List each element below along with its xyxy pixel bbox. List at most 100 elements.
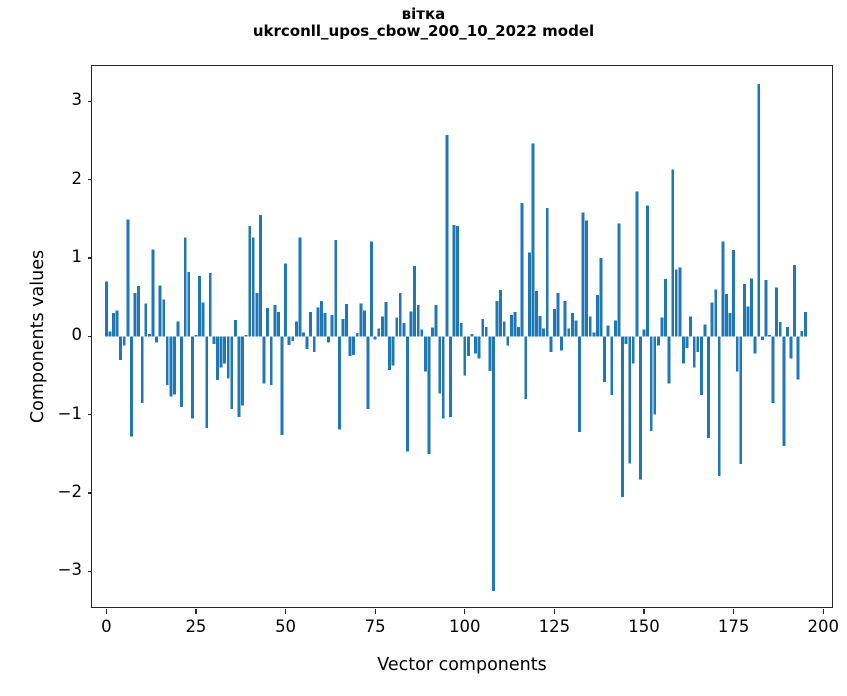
plot-area <box>92 66 832 607</box>
bar <box>563 301 567 337</box>
bar <box>610 336 614 396</box>
bar <box>746 306 750 337</box>
x-tick-mark <box>553 609 556 614</box>
bar <box>621 336 624 497</box>
x-tick-label: 50 <box>275 617 297 636</box>
bar <box>678 267 682 337</box>
bar <box>653 336 657 415</box>
bar <box>312 336 316 352</box>
bar <box>732 250 736 337</box>
bar <box>151 249 155 337</box>
bar <box>219 336 223 368</box>
bar <box>190 336 194 419</box>
bar <box>438 336 442 394</box>
bar <box>707 336 710 439</box>
bar <box>452 225 456 337</box>
bar <box>130 336 133 437</box>
bar <box>327 336 331 343</box>
x-tick-label: 150 <box>628 617 660 636</box>
bar <box>631 336 635 364</box>
y-tick-mark <box>87 257 92 259</box>
bar <box>714 289 718 337</box>
bar <box>208 272 212 337</box>
bar <box>165 336 169 385</box>
bar <box>710 302 714 337</box>
y-tick-mark <box>87 413 92 416</box>
y-tick-mark <box>87 100 92 102</box>
bar <box>785 326 789 337</box>
bar <box>305 336 309 349</box>
bar <box>760 336 764 341</box>
bar <box>466 336 470 356</box>
bar <box>488 336 492 371</box>
bar <box>742 283 746 337</box>
bar <box>241 336 244 406</box>
bar <box>682 336 685 364</box>
bar <box>624 336 628 345</box>
bar <box>775 287 779 337</box>
bar <box>187 272 191 337</box>
bar <box>140 336 144 403</box>
x-tick-label: 100 <box>449 617 481 636</box>
bar <box>477 336 481 359</box>
bar <box>122 336 126 346</box>
x-tick-mark <box>284 609 287 614</box>
bar <box>789 336 793 359</box>
bar <box>549 336 553 352</box>
bar <box>628 336 632 464</box>
bar <box>119 336 123 360</box>
bar <box>366 336 370 410</box>
bar <box>423 336 427 372</box>
bar <box>778 322 782 337</box>
bar <box>259 214 262 337</box>
bar <box>517 326 520 337</box>
bar <box>137 286 141 337</box>
bar <box>380 316 384 337</box>
bar <box>717 336 721 476</box>
bar <box>262 336 266 384</box>
bar <box>162 299 166 337</box>
y-axis-label: Components values <box>28 249 48 424</box>
bar <box>542 328 546 337</box>
bar <box>104 281 108 337</box>
bar <box>538 315 542 337</box>
bar <box>173 336 176 395</box>
bar <box>147 333 151 337</box>
bar <box>581 212 585 337</box>
bar <box>617 223 621 337</box>
bar <box>176 321 180 337</box>
bar <box>595 294 599 337</box>
x-tick-mark <box>374 609 376 614</box>
bar <box>355 333 359 337</box>
x-tick-label: 0 <box>101 617 112 636</box>
bar <box>520 203 524 337</box>
bar <box>703 324 707 337</box>
bar <box>323 312 327 337</box>
bar <box>667 336 671 384</box>
bar <box>502 321 506 337</box>
x-tick-mark <box>195 609 197 614</box>
y-tick-mark <box>87 178 92 181</box>
bar <box>291 336 295 342</box>
bar <box>441 336 445 419</box>
bar <box>649 336 653 432</box>
bar <box>352 336 356 356</box>
bar <box>578 336 581 432</box>
bar <box>276 312 280 337</box>
bar <box>427 336 431 454</box>
bar <box>319 301 323 337</box>
bar <box>639 336 642 480</box>
bar <box>180 336 184 407</box>
bar <box>793 265 797 337</box>
bar <box>431 327 434 337</box>
bar <box>144 303 148 337</box>
bar <box>739 336 743 465</box>
bar <box>409 311 413 337</box>
bar <box>284 263 287 337</box>
bar <box>750 278 753 337</box>
bar <box>656 336 660 346</box>
bar <box>402 323 406 337</box>
bar <box>660 317 664 337</box>
bar <box>552 308 556 337</box>
bar <box>696 336 700 352</box>
